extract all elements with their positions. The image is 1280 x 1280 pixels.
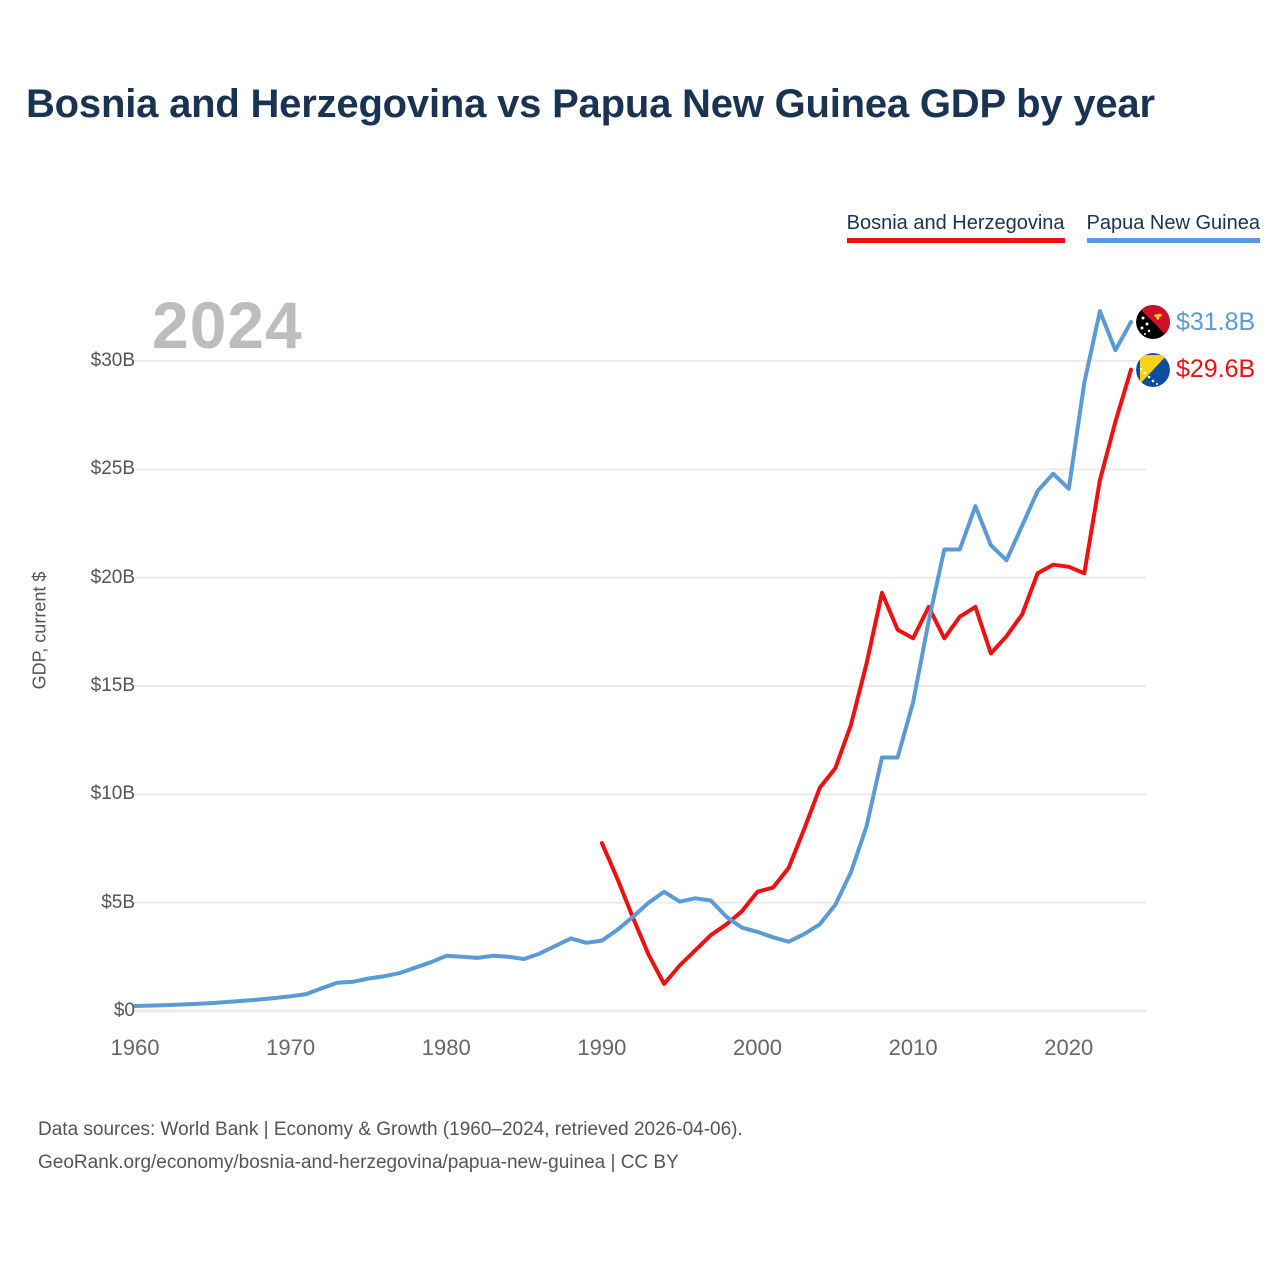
x-tick-label: 2020 [1044,1035,1094,1060]
gridlines [132,360,1146,1013]
legend-rule-papua-new-guinea [1086,238,1260,243]
footer-attribution: Data sources: World Bank | Economy & Gro… [38,1113,743,1180]
series-line-papua-new-guinea [133,309,1133,1008]
y-tick-label: $5B [101,891,135,913]
x-tick-label: 1980 [421,1035,471,1060]
y-axis-ticks: $0 $5B $10B $15B $20B $25B $30B [0,0,135,1280]
legend-label-bosnia-and-herzegovina: Bosnia and Herzegovina [846,212,1065,234]
legend-rule-bosnia-and-herzegovina [846,238,1065,243]
x-tick-label: 2010 [888,1035,938,1060]
x-tick-label: 1990 [577,1035,627,1060]
chart-legend: Bosnia and Herzegovina Papua New Guinea [740,212,1260,243]
y-tick-label: $30B [90,350,135,371]
x-tick-label: 1970 [266,1035,316,1060]
y-tick-label: $25B [90,458,135,480]
page-title: Bosnia and Herzegovina vs Papua New Guin… [26,82,1155,126]
y-tick-label: $15B [90,675,135,696]
x-tick-label: 1960 [110,1035,160,1060]
endpoint-bosnia-and-herzegovina: $29.6B [1136,352,1256,387]
y-tick-label: $20B [90,566,135,588]
legend-label-papua-new-guinea: Papua New Guinea [1086,212,1260,234]
bosnia-and-herzegovina-flag-icon [1136,352,1170,387]
series-line-bosnia-and-herzegovina [599,367,1133,986]
y-axis-label: GDP, current $ [29,571,50,690]
papua-new-guinea-flag-icon [1136,305,1170,339]
watermark-year: 2024 [152,288,303,362]
endpoint-papua-new-guinea: $31.8B [1136,305,1255,339]
y-tick-label: $0 [113,1000,135,1021]
x-tick-label: 2000 [733,1035,782,1060]
y-tick-label: $10B [90,783,135,805]
footer-line-2: GeoRank.org/economy/bosnia-and-herzegovi… [38,1152,679,1174]
x-axis-ticks: 1960 1970 1980 1990 2000 2010 2020 [0,1035,1280,1075]
legend-item-bosnia-and-herzegovina[interactable]: Bosnia and Herzegovina [846,212,1065,243]
footer-line-1: Data sources: World Bank | Economy & Gro… [38,1119,743,1140]
series-lines [133,309,1133,1008]
endpoint-value-bosnia-and-herzegovina: $29.6B [1176,355,1256,384]
legend-item-papua-new-guinea[interactable]: Papua New Guinea [1086,212,1260,243]
endpoint-value-papua-new-guinea: $31.8B [1176,307,1256,336]
